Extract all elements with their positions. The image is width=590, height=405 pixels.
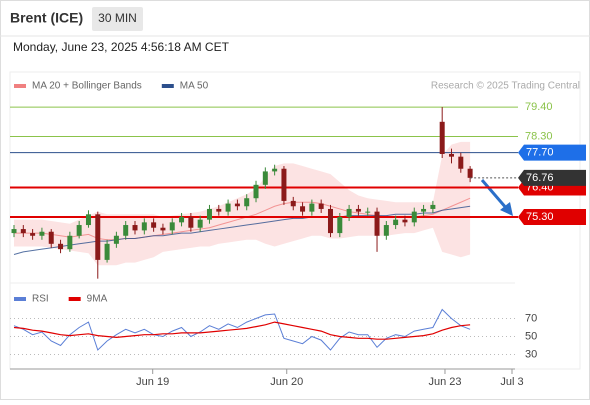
candle-body	[374, 211, 380, 236]
forecast-arrow	[480, 179, 509, 210]
x-tick-label: Jul 3	[500, 376, 523, 388]
candle-body	[300, 206, 306, 212]
candle-body	[95, 214, 101, 260]
candle-body	[393, 219, 399, 226]
level-label: 78.30	[525, 130, 553, 142]
legend-swatch	[14, 84, 26, 88]
candle-body	[253, 184, 259, 199]
candle-body	[467, 168, 473, 178]
candle-body	[346, 208, 352, 217]
legend-swatch	[161, 84, 174, 88]
candle-body	[48, 231, 54, 244]
forecast-arrowhead	[500, 202, 513, 216]
x-tick-label: Jun 23	[428, 376, 461, 388]
candle-body	[439, 121, 445, 154]
timeframe[interactable]: 30 MIN	[98, 11, 137, 25]
candle-body	[76, 225, 82, 236]
candle-body	[123, 225, 129, 236]
candle-body	[355, 208, 361, 212]
candle-body	[337, 216, 343, 234]
source: Research © 2025 Trading Central	[431, 81, 580, 92]
legend-swatch	[14, 297, 26, 301]
legend-swatch	[68, 297, 81, 301]
candle-body	[141, 222, 147, 231]
indicator-line	[13, 321, 471, 340]
timeframe-badge[interactable]	[92, 7, 143, 31]
legend-label: MA 50	[180, 81, 209, 92]
legend-label: MA 20 + Bollinger Bands	[32, 81, 142, 92]
candle-body	[448, 153, 454, 157]
candle-body	[20, 229, 26, 234]
last-price-tag	[518, 169, 586, 186]
candle-body	[430, 204, 436, 209]
level-label: 79.40	[525, 101, 553, 113]
last-price-label: 76.76	[526, 172, 554, 184]
candle-body	[85, 214, 91, 226]
candle-body	[58, 243, 64, 250]
candle-body	[327, 208, 333, 234]
x-tick-label: Jun 19	[136, 376, 169, 388]
candle-body	[197, 219, 203, 228]
symbol: Brent (ICE)	[10, 10, 83, 26]
candle-body	[281, 168, 287, 201]
level-label: 77.70	[526, 147, 554, 159]
y-tick-label: 30	[525, 348, 537, 360]
candle-body	[402, 219, 408, 223]
candle-body	[225, 203, 231, 212]
candle-body	[30, 233, 36, 236]
level-tag	[518, 208, 586, 225]
candle-body	[365, 211, 371, 213]
y-tick-label: 50	[525, 330, 537, 342]
level-label: 75.30	[526, 211, 554, 223]
candle-body	[421, 208, 427, 212]
candle-body	[67, 235, 73, 250]
candle-body	[309, 203, 315, 212]
candle-body	[272, 168, 278, 172]
datetime: Monday, June 23, 2025 4:56:18 AM CET	[13, 40, 230, 54]
candle-body	[151, 222, 157, 228]
candle-body	[11, 229, 17, 234]
candle-body	[318, 203, 324, 209]
legend-label: RSI	[32, 294, 49, 305]
indicator-line	[13, 308, 471, 351]
candle-body	[179, 216, 185, 223]
candle-body	[132, 225, 138, 231]
moving-average	[13, 205, 471, 256]
candle-body	[458, 156, 464, 169]
candle-body	[169, 222, 175, 231]
candle-body	[188, 216, 194, 228]
candle-body	[216, 208, 222, 212]
legend-label: 9MA	[87, 294, 108, 305]
candle-body	[113, 235, 119, 244]
candle-body	[160, 227, 166, 231]
y-tick-label: 70	[525, 312, 537, 324]
candle-body	[206, 208, 212, 220]
x-tick-label: Jun 20	[270, 376, 303, 388]
candle-body	[104, 243, 110, 260]
candle-body	[411, 211, 417, 223]
candle-body	[383, 225, 389, 236]
candle-body	[290, 200, 296, 207]
candle-body	[39, 231, 45, 236]
candle-body	[234, 203, 240, 207]
level-tag	[518, 144, 586, 161]
candle-body	[262, 171, 268, 185]
candle-body	[244, 198, 250, 207]
